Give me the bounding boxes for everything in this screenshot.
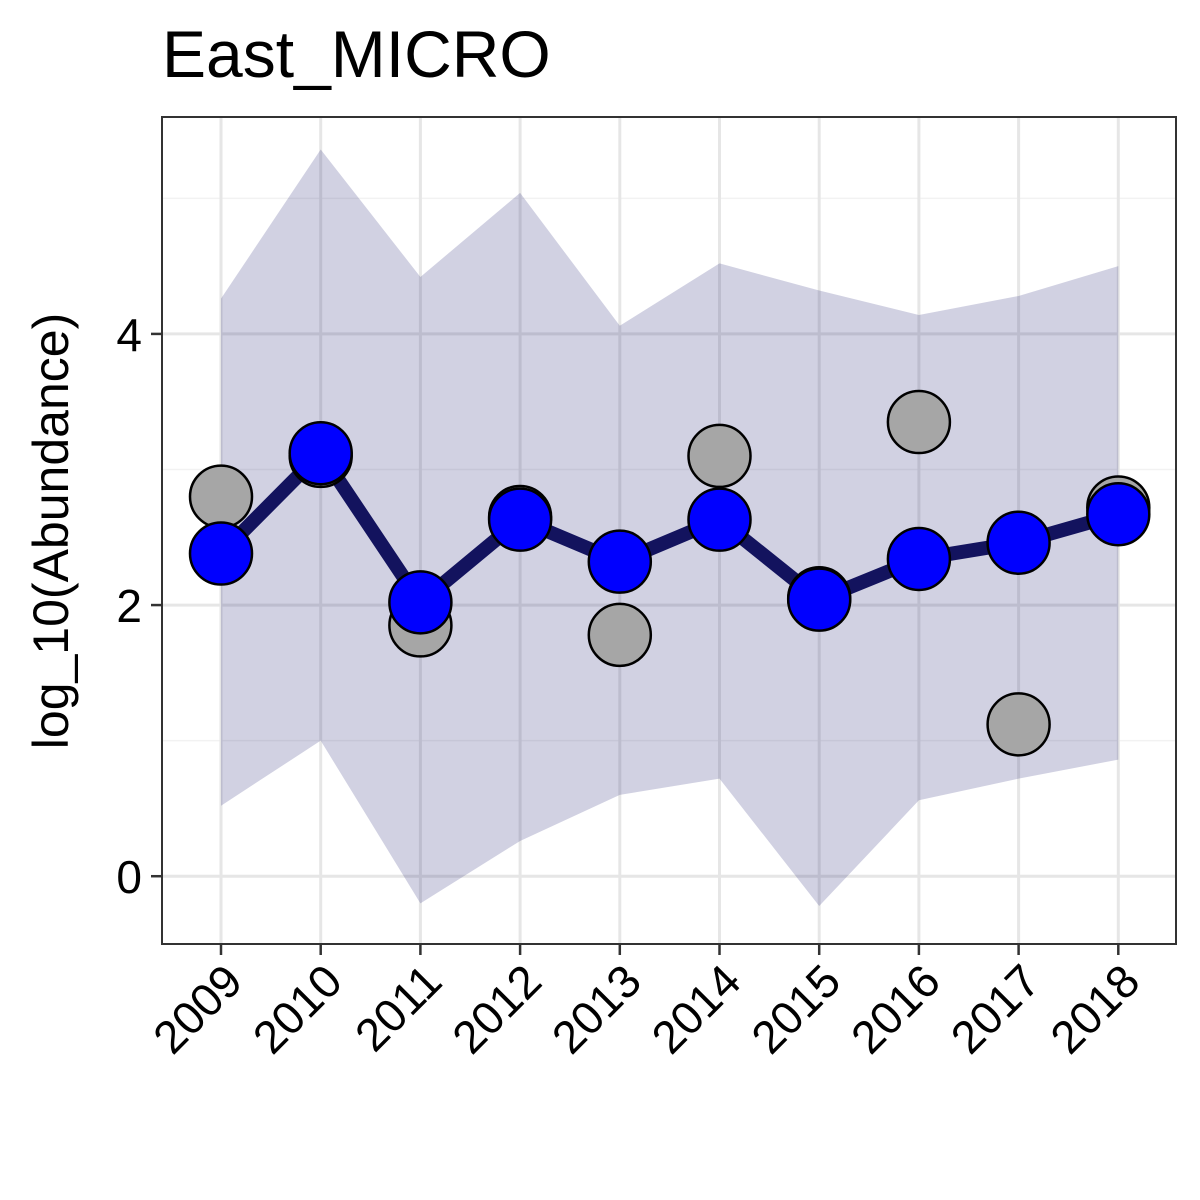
- fitted-point: [1086, 481, 1151, 547]
- x-tick-label: 2011: [345, 954, 452, 1061]
- x-tick-label: 2012: [442, 954, 551, 1063]
- fitted-point: [487, 487, 553, 552]
- fitted-point: [288, 420, 353, 486]
- fitted-points-layer: [188, 420, 1151, 635]
- y-tick-label: 2: [116, 580, 142, 632]
- observed-point: [986, 692, 1051, 757]
- fitted-point: [388, 570, 453, 635]
- x-tick-label: 2013: [542, 954, 651, 1063]
- chart-title: East_MICRO: [162, 17, 551, 91]
- fitted-point: [786, 567, 852, 632]
- fitted-point: [687, 487, 752, 552]
- x-tick-label: 2014: [641, 954, 750, 1063]
- panel-border: [161, 116, 1177, 945]
- confidence-band-layer: [221, 149, 1119, 907]
- x-tick-label: 2010: [243, 954, 352, 1063]
- fitted-line: [214, 446, 1126, 610]
- y-tick-label: 0: [116, 851, 142, 903]
- observed-point: [886, 389, 952, 455]
- x-tick-label: 2017: [941, 954, 1050, 1063]
- x-tick-label: 2015: [741, 954, 850, 1063]
- observed-point: [587, 602, 653, 668]
- y-axis-ticks: 0 2 4: [116, 309, 162, 903]
- y-tick-label: 4: [116, 309, 142, 361]
- fitted-line-layer: [214, 446, 1126, 610]
- observed-point: [188, 464, 254, 529]
- fitted-point: [986, 510, 1051, 575]
- confidence-band: [221, 149, 1119, 907]
- x-tick-label: 2018: [1040, 954, 1149, 1063]
- fitted-point: [188, 521, 254, 586]
- fitted-point: [886, 526, 952, 592]
- observed-point: [687, 423, 752, 489]
- fitted-point: [587, 529, 653, 594]
- x-tick-label: 2016: [841, 954, 950, 1063]
- x-tick-label: 2009: [143, 954, 252, 1063]
- y-axis-label: log_10(Abundance): [23, 313, 79, 749]
